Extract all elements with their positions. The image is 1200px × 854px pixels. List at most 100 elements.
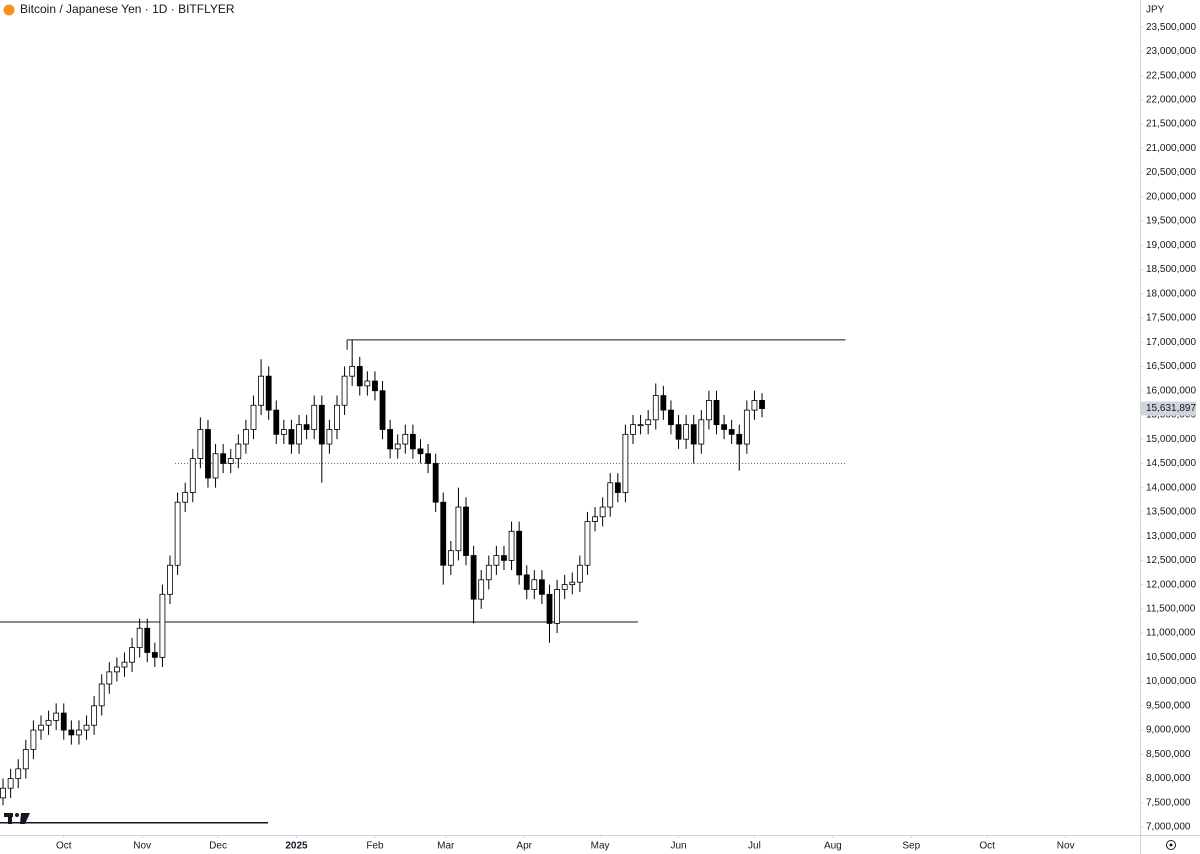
- candle-body: [197, 429, 204, 459]
- candle-body: [645, 419, 652, 426]
- candle-body: [30, 729, 37, 750]
- logo-part: [15, 813, 19, 817]
- y-tick-label: 10,500,000: [1146, 652, 1196, 663]
- candle-body: [607, 482, 614, 508]
- candle-body: [728, 429, 735, 435]
- candle-body: [227, 458, 234, 464]
- candle-body: [311, 404, 318, 430]
- candle-body: [417, 448, 424, 455]
- y-tick-label: 22,500,000: [1146, 70, 1196, 81]
- x-tick-label: Nov: [133, 841, 151, 852]
- y-tick-label: 18,500,000: [1146, 264, 1196, 275]
- candle-body: [516, 530, 523, 576]
- y-tick-label: 16,500,000: [1146, 361, 1196, 372]
- candle-body: [463, 506, 469, 556]
- candle-body: [592, 516, 598, 523]
- candle-body: [372, 380, 378, 392]
- candle-body: [106, 671, 113, 685]
- y-tick-label: 18,000,000: [1146, 288, 1196, 299]
- candle-body: [296, 424, 302, 445]
- x-tick-label: Nov: [1057, 841, 1075, 852]
- candle-body: [22, 749, 29, 770]
- y-tick-label: 12,500,000: [1146, 555, 1196, 566]
- y-tick-label: 11,000,000: [1146, 628, 1196, 639]
- candle-body: [485, 564, 492, 581]
- x-tick-label: Jun: [670, 841, 686, 852]
- candle-body: [7, 778, 14, 789]
- candle-body: [45, 719, 52, 726]
- y-tick-label: 9,500,000: [1146, 700, 1191, 711]
- candle-body: [569, 581, 576, 586]
- candle-body: [493, 555, 500, 566]
- candle-body: [683, 424, 690, 440]
- logo-part: [8, 813, 12, 824]
- x-tick-label: May: [591, 841, 610, 852]
- candle-body: [470, 555, 477, 600]
- logo: [0, 813, 268, 824]
- candle-body: [751, 400, 758, 411]
- x-tick-label: Oct: [56, 841, 72, 852]
- candle-body: [690, 424, 697, 445]
- candle-body: [235, 443, 242, 459]
- candle-body: [326, 429, 333, 445]
- candle-body: [76, 729, 82, 736]
- candle-body: [614, 482, 621, 493]
- candle-body: [98, 683, 105, 707]
- candle-body: [258, 375, 264, 406]
- y-tick-label: 22,000,000: [1146, 95, 1196, 106]
- candle-body: [409, 433, 416, 450]
- candle-body: [280, 429, 287, 435]
- candle-body: [637, 424, 644, 427]
- y-tick-label: 7,000,000: [1146, 822, 1191, 833]
- candle-body: [174, 501, 181, 566]
- candle-body: [243, 429, 249, 445]
- candle-body: [447, 550, 454, 566]
- settings-icon-dot[interactable]: [1169, 843, 1173, 847]
- candle-body: [576, 564, 583, 583]
- candle-body: [364, 380, 371, 387]
- chart-title: Bitcoin / Japanese Yen · 1D · BITFLYER: [20, 2, 235, 16]
- x-tick-label: Apr: [516, 841, 532, 852]
- candle-body: [652, 395, 659, 421]
- candle-body: [60, 712, 67, 731]
- candle-body: [334, 404, 340, 430]
- candle-body: [303, 424, 310, 430]
- candle-body: [478, 579, 485, 600]
- y-tick-label: 14,500,000: [1146, 458, 1196, 469]
- candle-body: [212, 453, 219, 479]
- candle-body: [318, 404, 325, 445]
- candle-body: [349, 366, 356, 377]
- candle-body: [394, 443, 401, 450]
- candle-body: [721, 424, 727, 430]
- candle-body: [144, 627, 151, 653]
- x-tick-label: Mar: [437, 841, 455, 852]
- y-tick-label: 17,000,000: [1146, 337, 1196, 348]
- candle-body: [668, 409, 674, 426]
- candle-body: [159, 593, 166, 658]
- y-tick-label: 10,000,000: [1146, 676, 1196, 687]
- candle-body: [561, 584, 568, 590]
- candle-body: [425, 453, 431, 464]
- y-tick-label: 23,000,000: [1146, 46, 1196, 57]
- candle-body: [250, 404, 257, 430]
- settings-icon[interactable]: [1166, 840, 1176, 850]
- candle-body: [91, 705, 98, 726]
- x-tick-label: Jul: [748, 841, 761, 852]
- candle-body: [455, 506, 462, 552]
- y-tick-label: 13,500,000: [1146, 507, 1196, 518]
- settings-icon-ring[interactable]: [1166, 840, 1176, 850]
- candle-body: [660, 395, 667, 411]
- candle-body: [584, 521, 591, 566]
- candle-body: [523, 574, 530, 590]
- candle-body: [68, 729, 75, 736]
- candle-body: [53, 712, 60, 721]
- y-tick-label: 23,500,000: [1146, 22, 1196, 33]
- y-tick-label: 17,500,000: [1146, 313, 1196, 324]
- y-tick-label: 8,000,000: [1146, 773, 1191, 784]
- candle-body: [705, 400, 712, 421]
- candle-body: [121, 661, 128, 668]
- candle-body: [151, 652, 158, 658]
- y-tick-label: 14,000,000: [1146, 482, 1196, 493]
- y-tick-label: 19,500,000: [1146, 216, 1196, 227]
